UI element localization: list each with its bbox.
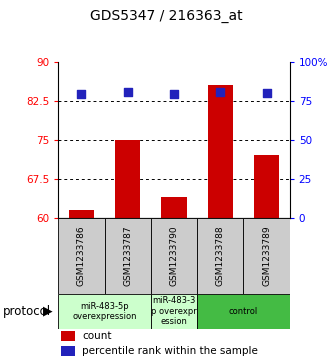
Text: GSM1233788: GSM1233788 xyxy=(216,225,225,286)
Bar xyxy=(161,197,187,218)
Bar xyxy=(243,218,290,294)
Text: GSM1233789: GSM1233789 xyxy=(262,225,271,286)
Text: GSM1233787: GSM1233787 xyxy=(123,225,132,286)
Text: miR-483-5p
overexpression: miR-483-5p overexpression xyxy=(72,302,137,321)
Text: count: count xyxy=(82,331,112,341)
Text: miR-483-3
p overexpr
ession: miR-483-3 p overexpr ession xyxy=(151,296,197,326)
Text: GDS5347 / 216363_at: GDS5347 / 216363_at xyxy=(90,9,243,23)
Bar xyxy=(151,218,197,294)
Text: GSM1233786: GSM1233786 xyxy=(77,225,86,286)
Bar xyxy=(105,218,151,294)
Bar xyxy=(58,218,105,294)
Bar xyxy=(197,294,290,329)
Text: GSM1233790: GSM1233790 xyxy=(169,225,178,286)
Point xyxy=(218,89,223,95)
Bar xyxy=(151,294,197,329)
Text: control: control xyxy=(229,307,258,316)
Point xyxy=(125,89,131,95)
Point xyxy=(264,90,269,96)
Text: percentile rank within the sample: percentile rank within the sample xyxy=(82,346,258,356)
Text: protocol: protocol xyxy=(3,305,52,318)
Bar xyxy=(61,346,75,356)
Point xyxy=(79,91,84,97)
Bar xyxy=(197,218,243,294)
Bar xyxy=(58,294,151,329)
Bar xyxy=(69,210,94,218)
Bar xyxy=(254,155,279,218)
Text: ▶: ▶ xyxy=(43,305,53,318)
Bar xyxy=(207,85,233,218)
Bar xyxy=(115,140,141,218)
Bar xyxy=(61,331,75,341)
Point xyxy=(171,91,176,97)
